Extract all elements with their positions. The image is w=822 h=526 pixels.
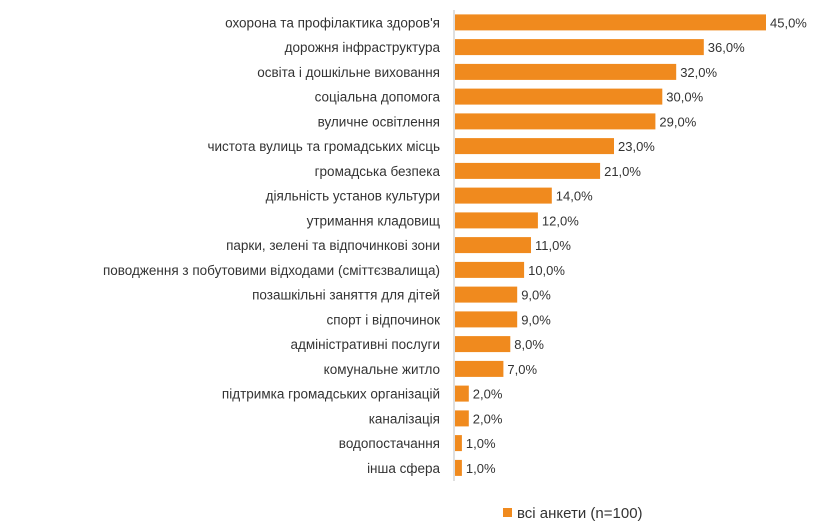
category-label: громадська безпека [315,164,441,179]
category-label: парки, зелені та відпочинкові зони [226,238,440,253]
value-label: 29,0% [659,114,696,129]
value-label: 2,0% [473,387,503,402]
bar [455,162,601,179]
category-label: підтримка громадських організацій [222,387,440,402]
bar [455,459,462,476]
bar [455,385,469,402]
bar [455,311,518,328]
value-label: 8,0% [514,337,544,352]
bar [455,360,504,377]
bar [455,39,704,56]
bar [455,261,525,278]
value-label: 1,0% [466,461,496,476]
category-label: діяльність установ культури [266,189,440,204]
bar [455,14,766,31]
value-labels-group: 45,0% 36,0% 32,0% 30,0% 29,0% 23,0% 21,0% 14,0%… [466,15,807,476]
category-label: адміністративні послуги [290,337,440,352]
category-label: спорт і відпочинок [327,312,441,327]
category-label: вуличне освітлення [318,114,440,129]
category-label: утримання кладовищ [307,213,440,228]
category-label: соціальна допомога [315,90,441,105]
value-label: 32,0% [680,65,717,80]
bar [455,88,663,105]
category-labels-group: охорона та профілактика здоров'я дорожня … [103,15,441,476]
value-label: 21,0% [604,164,641,179]
bar [455,212,538,229]
value-label: 23,0% [618,139,655,154]
bar [455,336,511,353]
category-label: водопостачання [339,436,440,451]
bar [455,138,614,155]
value-label: 30,0% [666,90,703,105]
value-label: 14,0% [556,189,593,204]
value-label: 11,0% [535,238,571,253]
value-label: 10,0% [528,263,565,278]
category-label: дорожня інфраструктура [285,40,441,55]
category-label: позашкільні заняття для дітей [252,288,440,303]
legend-swatch [503,508,512,517]
category-label: освіта і дошкільне виховання [257,65,440,80]
category-label: інша сфера [367,461,440,476]
legend: всі анкети (n=100) [503,505,643,522]
value-label: 36,0% [708,40,745,55]
bar [455,237,531,254]
value-label: 12,0% [542,213,579,228]
bar [455,435,462,452]
legend-label: всі анкети (n=100) [517,505,643,522]
value-label: 45,0% [770,15,807,30]
value-label: 2,0% [473,411,503,426]
value-label: 7,0% [507,362,537,377]
bars-group [455,14,766,476]
category-label: охорона та профілактика здоров'я [225,15,440,30]
bar [455,410,469,427]
bar [455,187,552,204]
value-label: 9,0% [521,288,551,303]
category-label: чистота вулиць та громадських місць [207,139,440,154]
category-label: поводження з побутовими відходами (смітт… [103,263,440,278]
value-label: 1,0% [466,436,496,451]
bar [455,113,656,130]
bar [455,286,518,303]
category-label: каналізація [369,411,440,426]
bar [455,63,677,80]
category-label: комунальне житло [324,362,440,377]
value-label: 9,0% [521,312,551,327]
